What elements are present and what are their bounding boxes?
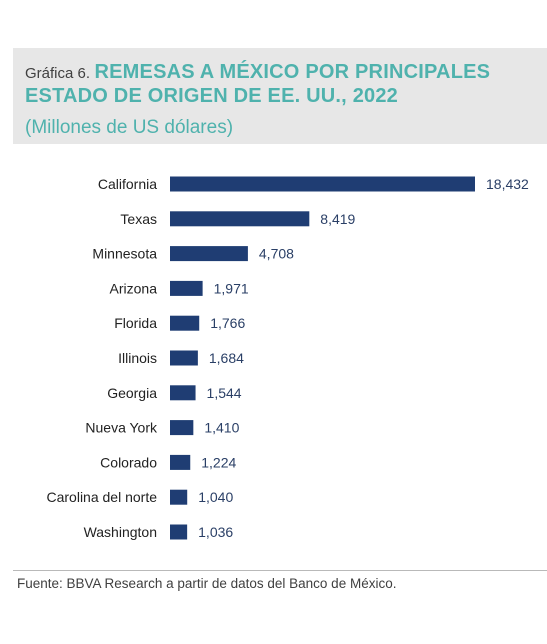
source-note: Fuente: BBVA Research a partir de datos … [17, 576, 397, 591]
value-label-colorado: 1,224 [201, 454, 236, 470]
title-line-3: (Millones de US dólares) [25, 117, 233, 139]
bar-nueva-york [170, 420, 194, 436]
value-label-illinois: 1,684 [209, 350, 244, 366]
category-label-illinois: Illinois [118, 350, 157, 366]
value-label-carolina-del-norte: 1,040 [198, 489, 233, 505]
chart-subtitle: (Millones de US dólares) [25, 117, 234, 138]
value-label-georgia: 1,544 [207, 385, 242, 401]
title-line-1: Gráfica 6. REMESAS A MÉXICO POR PRINCIPA… [25, 61, 490, 84]
bar-california [170, 176, 475, 192]
bar-colorado [170, 454, 191, 470]
category-label-minnesota: Minnesota [92, 246, 157, 262]
category-label-nueva-york: Nueva York [85, 420, 158, 436]
value-label-nueva-york: 1,410 [204, 420, 239, 436]
chart-title-part-2: ESTADO DE ORIGEN DE EE. UU., 2022 [25, 85, 398, 107]
category-label-texas: Texas [120, 211, 157, 227]
footer-divider [13, 570, 547, 571]
category-label-carolina-del-norte: Carolina del norte [46, 489, 157, 505]
category-label-arizona: Arizona [110, 280, 158, 296]
category-label-california: California [98, 176, 157, 192]
category-label-colorado: Colorado [100, 454, 157, 470]
bar-georgia [170, 385, 196, 401]
category-label-washington: Washington [84, 524, 157, 540]
value-label-washington: 1,036 [198, 524, 233, 540]
value-label-california: 18,432 [486, 176, 529, 192]
bar-washington [170, 524, 188, 540]
title-line-2: ESTADO DE ORIGEN DE EE. UU., 2022 [25, 85, 398, 108]
value-label-arizona: 1,971 [214, 280, 249, 296]
value-label-texas: 8,419 [320, 211, 355, 227]
chart-header: Gráfica 6. REMESAS A MÉXICO POR PRINCIPA… [13, 48, 547, 144]
bar-arizona [170, 280, 203, 296]
bar-texas [170, 211, 310, 227]
bar-florida [170, 315, 200, 331]
bar-illinois [170, 350, 198, 366]
value-label-florida: 1,766 [210, 315, 245, 331]
bar-minnesota [170, 246, 248, 262]
value-label-minnesota: 4,708 [259, 246, 294, 262]
chart-title-part-1: REMESAS A MÉXICO POR PRINCIPALES [94, 61, 491, 83]
bar-chart: California 18,432 Texas 8,419 Minnesota 4,708… [46, 176, 529, 540]
bar-carolina-del-norte [170, 489, 188, 505]
figure-label: Gráfica 6. [25, 65, 91, 82]
category-label-florida: Florida [114, 315, 157, 331]
category-label-georgia: Georgia [107, 385, 157, 401]
